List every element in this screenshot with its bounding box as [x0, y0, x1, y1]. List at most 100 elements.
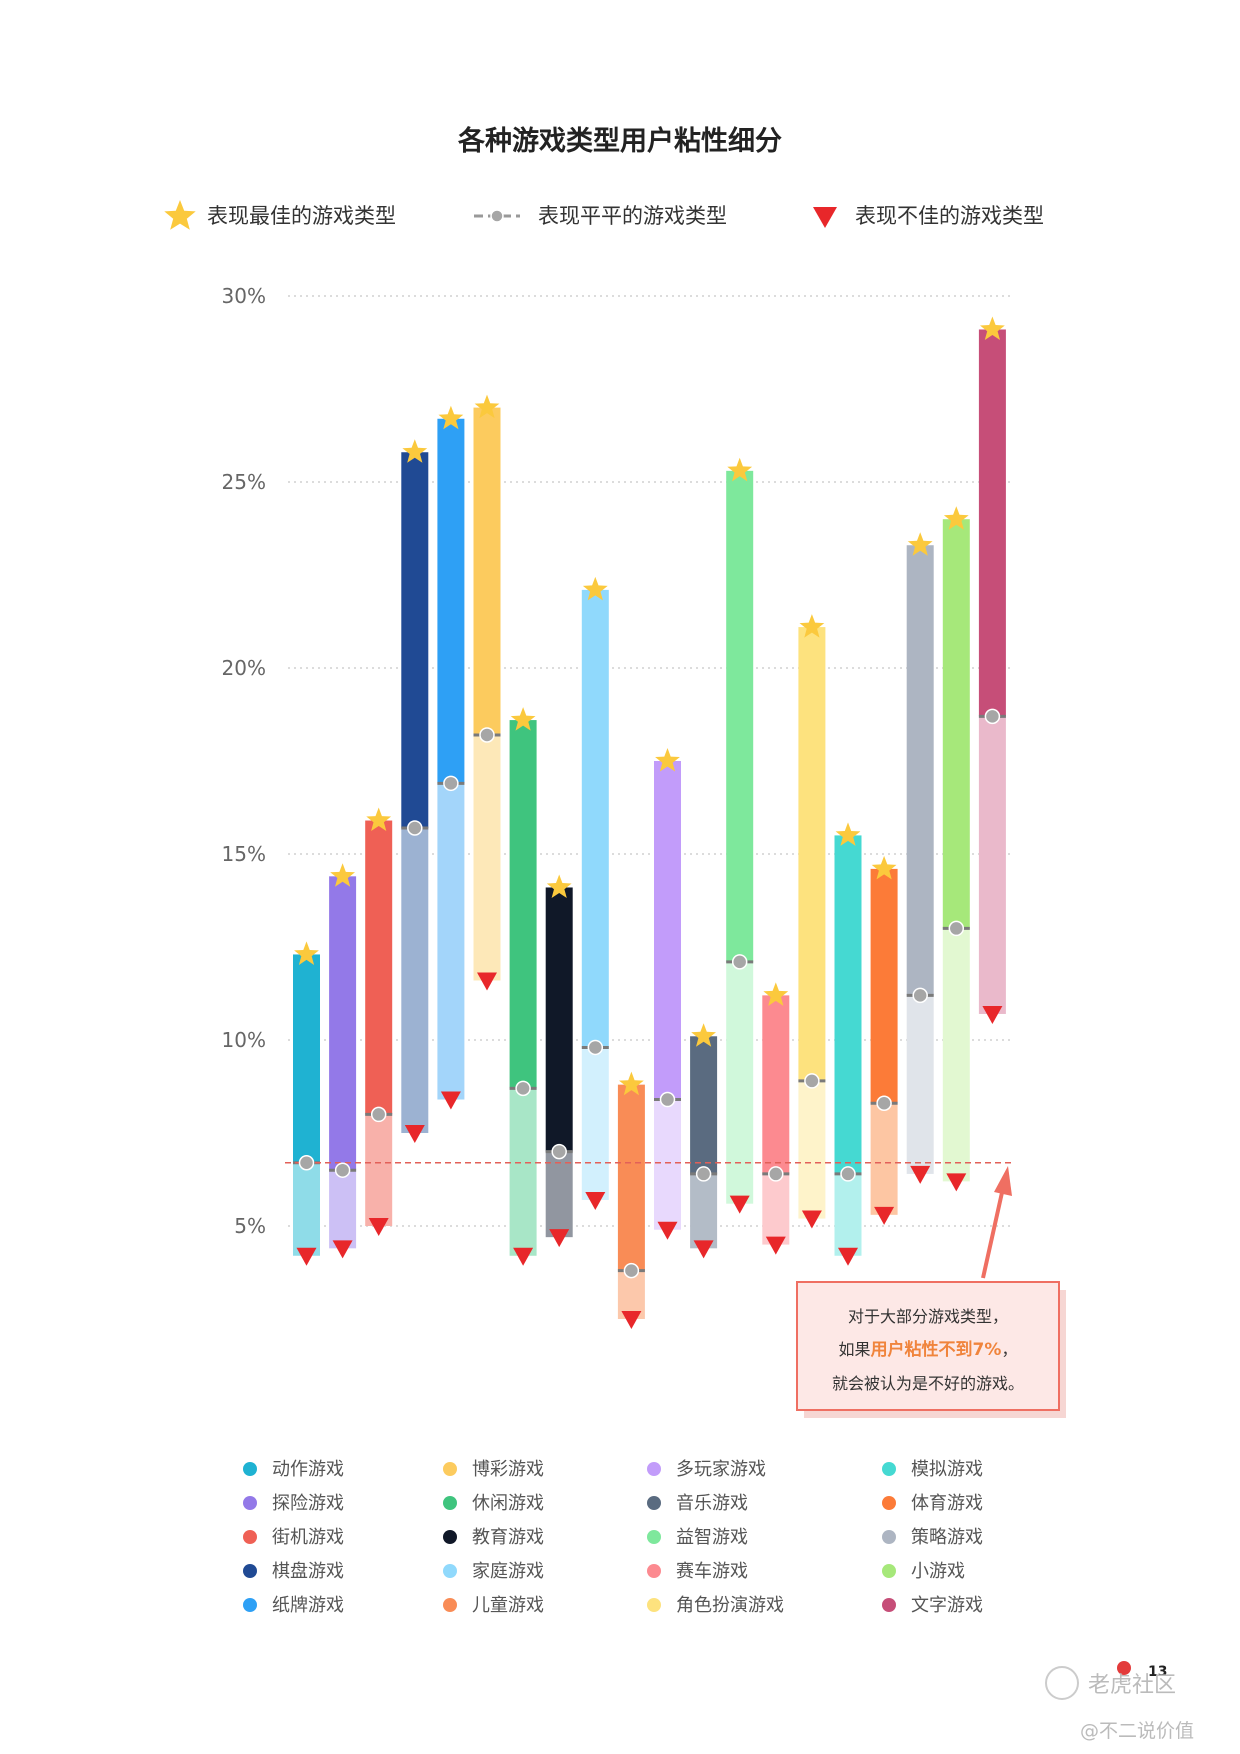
worst-marker	[910, 1165, 931, 1184]
bar-13	[726, 470, 754, 1204]
bar-upper-segment	[834, 835, 862, 1174]
category-legend-label: 儿童游戏	[472, 1595, 544, 1616]
category-legend-item: 纸牌游戏	[243, 1595, 344, 1616]
category-dot-icon	[882, 1530, 896, 1544]
bar-upper-segment	[762, 995, 790, 1174]
bar-upper-segment	[509, 720, 537, 1089]
bar-11	[654, 761, 681, 1230]
average-marker	[876, 1095, 892, 1111]
bar-14	[762, 995, 790, 1245]
bar-4	[401, 452, 429, 1133]
worst-marker	[765, 1236, 786, 1255]
annotation-line-2-prefix: 如果	[839, 1340, 871, 1359]
bar-upper-segment	[870, 868, 898, 1104]
arrow-head-icon	[994, 1166, 1012, 1196]
category-dot-icon	[443, 1530, 457, 1544]
annotation-line-2-suffix: ，	[1001, 1340, 1017, 1359]
bar-lower-segment	[978, 716, 1006, 1014]
worst-marker	[296, 1247, 317, 1266]
average-marker	[443, 775, 459, 792]
category-legend-item: 休闲游戏	[443, 1493, 544, 1514]
star-marker	[763, 982, 789, 1006]
annotation-line-3: 就会被认为是不好的游戏。	[832, 1374, 1024, 1393]
footer: 13 老虎社区 @不二说价值	[1045, 1661, 1194, 1742]
bar-upper-segment	[329, 876, 357, 1171]
y-axis: 30% 25% 20% 15% 10% 5%	[222, 284, 266, 1238]
category-dot-icon	[243, 1530, 257, 1544]
category-legend-item: 家庭游戏	[443, 1561, 544, 1582]
category-legend-label: 博彩游戏	[472, 1459, 544, 1480]
annotation-highlight: 用户粘性不到7%	[871, 1339, 1002, 1360]
bar-upper-segment	[654, 761, 681, 1100]
bar-upper-segment	[293, 954, 320, 1163]
average-marker	[804, 1073, 820, 1089]
bar-upper-segment	[437, 418, 465, 784]
category-dot-icon	[882, 1564, 896, 1578]
bar-lower-segment	[762, 1173, 790, 1245]
star-marker	[546, 874, 572, 898]
category-dot-icon	[882, 1496, 896, 1510]
worst-marker	[729, 1195, 750, 1214]
bar-lower-segment	[906, 995, 934, 1174]
bar-lower-segment	[690, 1173, 718, 1249]
worst-marker	[513, 1247, 534, 1266]
average-marker	[912, 987, 928, 1004]
average-marker	[984, 708, 1001, 725]
logo-icon	[1045, 1666, 1079, 1700]
category-legend-label: 纸牌游戏	[272, 1595, 344, 1616]
bar-1	[293, 954, 320, 1256]
category-dot-icon	[647, 1530, 661, 1544]
star-marker	[294, 941, 319, 965]
average-marker	[515, 1080, 531, 1097]
worst-marker	[549, 1229, 570, 1248]
average-marker	[587, 1039, 604, 1056]
category-legend-item: 儿童游戏	[443, 1595, 544, 1616]
star-marker	[619, 1071, 644, 1096]
annotation-arrow-shaft	[981, 1187, 1005, 1279]
dot-icon	[490, 209, 504, 223]
category-legend-item: 多玩家游戏	[647, 1459, 766, 1480]
category-dot-icon	[243, 1496, 257, 1510]
category-legend-label: 动作游戏	[272, 1459, 344, 1480]
category-legend-item: 音乐游戏	[647, 1493, 748, 1514]
bar-12	[690, 1036, 718, 1249]
worst-marker	[657, 1221, 678, 1240]
worst-marker	[621, 1311, 642, 1329]
bar-7	[509, 720, 537, 1256]
average-marker	[623, 1262, 640, 1279]
bar-upper-segment	[401, 452, 429, 828]
star-marker	[871, 855, 897, 880]
legend-average-label: 表现平平的游戏类型	[538, 204, 727, 228]
category-legend-item: 博彩游戏	[443, 1459, 544, 1480]
annotation: 对于大部分游戏类型， 如果用户粘性不到7%， 就会被认为是不好的游戏。	[796, 1166, 1066, 1418]
average-marker	[407, 820, 423, 836]
bar-lower-segment	[509, 1088, 537, 1256]
bar-lower-segment	[473, 734, 501, 981]
category-dot-icon	[443, 1496, 457, 1510]
author-watermark: @不二说价值	[1080, 1720, 1194, 1742]
worst-marker	[693, 1240, 714, 1259]
bar-lower-segment	[329, 1170, 357, 1249]
annotation-line-2: 如果用户粘性不到7%，	[839, 1339, 1018, 1360]
worst-marker	[585, 1191, 606, 1210]
triangle-down-icon	[813, 207, 837, 228]
category-legend-item: 小游戏	[882, 1561, 965, 1582]
category-legend-item: 探险游戏	[243, 1493, 344, 1514]
bar-upper-segment	[581, 589, 609, 1048]
bar-lower-segment	[365, 1114, 393, 1226]
average-marker	[551, 1143, 567, 1160]
y-tick-label: 20%	[222, 656, 266, 680]
worst-marker	[801, 1210, 822, 1229]
bar-18	[906, 545, 934, 1174]
y-tick-label: 15%	[222, 842, 266, 866]
worst-marker	[477, 972, 497, 991]
star-marker	[366, 807, 392, 831]
category-dot-icon	[647, 1564, 661, 1578]
worst-marker	[946, 1173, 967, 1192]
bar-upper-segment	[942, 519, 970, 929]
category-dot-icon	[243, 1564, 257, 1578]
category-dot-icon	[647, 1496, 661, 1510]
bar-20	[978, 329, 1006, 1014]
